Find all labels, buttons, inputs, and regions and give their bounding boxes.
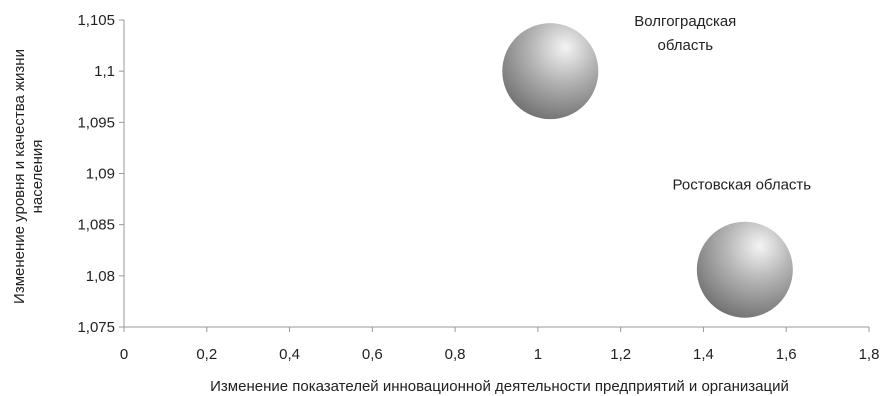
bubble-label-line: область — [658, 37, 714, 54]
y-axis-title: Изменение уровня и качества жизнинаселен… — [11, 49, 46, 304]
x-tick-label: 1 — [534, 346, 542, 363]
x-tick-label: 0 — [120, 346, 128, 363]
y-axis-title-line: Изменение уровня и качества жизни — [11, 49, 28, 304]
y-tick-label: 1,075 — [77, 319, 115, 336]
y-tick-label: 1,105 — [77, 12, 115, 29]
y-axis-title-line: населения — [29, 140, 46, 214]
bubble-label-line: Волгоградская — [634, 13, 736, 30]
bubble-label: Волгоградская область — [634, 13, 736, 54]
x-tick-label: 0,4 — [279, 346, 300, 363]
bubble-label-line: Ростовская область — [673, 177, 812, 194]
x-tick-label: 1,6 — [776, 346, 797, 363]
y-tick-label: 1,1 — [94, 63, 115, 80]
x-tick-label: 1,4 — [693, 346, 714, 363]
y-tick-label: 1,085 — [77, 217, 115, 234]
x-tick-label: 0,6 — [362, 346, 383, 363]
bubble-point — [696, 221, 793, 318]
bubble-point — [502, 23, 599, 120]
x-axis-title: Изменение показателей инновационной деят… — [210, 378, 789, 395]
x-tick-label: 1,8 — [859, 346, 880, 363]
x-tick-label: 0,2 — [196, 346, 217, 363]
bubble-label: Ростовская область — [673, 177, 812, 194]
y-tick-label: 1,095 — [77, 114, 115, 131]
y-tick-label: 1,09 — [86, 166, 115, 183]
x-tick-label: 0,8 — [445, 346, 466, 363]
y-tick-label: 1,08 — [86, 268, 115, 285]
x-tick-label: 1,2 — [610, 346, 631, 363]
